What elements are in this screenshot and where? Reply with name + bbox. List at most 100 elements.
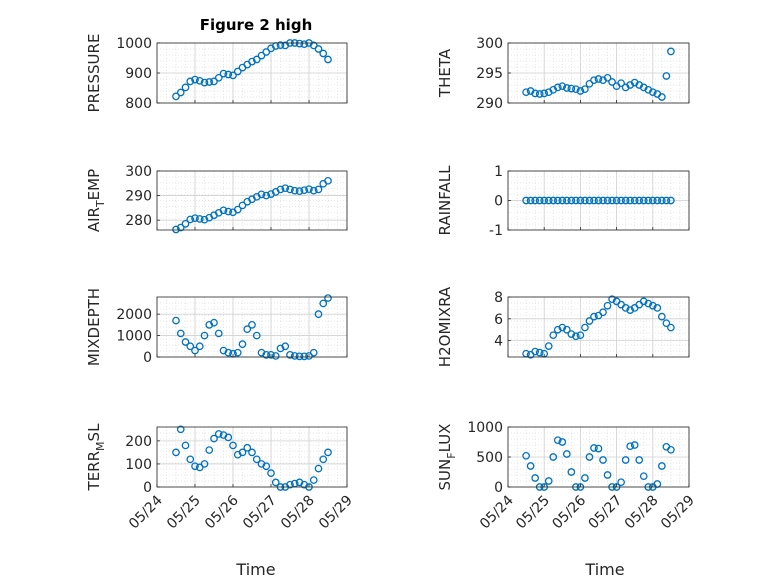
data-point <box>540 89 549 98</box>
data-point <box>314 310 323 318</box>
y-tick-label: -1 <box>489 223 503 239</box>
data-point <box>522 451 530 460</box>
y-tick-label: 300 <box>476 36 503 52</box>
data-point <box>662 319 671 328</box>
data-point <box>653 196 662 205</box>
data-point <box>662 72 671 80</box>
data-point <box>594 75 603 83</box>
data-point <box>576 87 585 95</box>
data-point <box>257 348 266 357</box>
data-point <box>248 321 256 329</box>
data-point <box>191 462 199 471</box>
data-point <box>594 444 603 453</box>
x-tick-label: 05/24 <box>477 492 517 532</box>
data-point <box>648 196 657 205</box>
subplot-air_temp: 280 290 300 AIRTEMP <box>85 164 348 234</box>
y-axis-label-part: AIR <box>85 207 103 232</box>
data-point <box>535 348 544 357</box>
y-axis-label: RAINFALL <box>436 165 454 236</box>
data-point <box>603 471 612 479</box>
data-point <box>608 78 616 86</box>
y-axis-label: MIXDEPTH <box>85 288 103 366</box>
data-point <box>238 448 247 457</box>
data-point <box>309 476 318 484</box>
data-point <box>621 196 630 205</box>
data-point <box>286 351 294 359</box>
data-point <box>621 456 630 464</box>
subplot-theta: 290 295 300 THETA <box>436 36 690 112</box>
data-point <box>271 478 280 487</box>
data-point <box>186 455 195 464</box>
data-point <box>526 196 535 205</box>
data-point <box>219 69 228 78</box>
data-point <box>262 351 271 359</box>
x-tick-label: 05/29 <box>658 493 698 533</box>
data-point <box>562 84 571 92</box>
data-point <box>562 196 571 205</box>
data-point <box>276 344 285 353</box>
data-point <box>657 312 666 321</box>
data-point <box>219 346 228 355</box>
data-point <box>535 90 544 98</box>
x-tick-label: 05/27 <box>586 493 626 533</box>
y-axis-label: THETA <box>436 48 454 98</box>
y-tick-label: 0 <box>143 350 152 366</box>
data-point <box>281 184 290 193</box>
y-tick-label: 0 <box>494 480 503 496</box>
data-point <box>300 352 309 361</box>
subplot-h2omixra: 4 6 8 H2OMIXRA <box>436 286 690 367</box>
data-point <box>243 325 252 333</box>
data-point <box>172 92 180 101</box>
axes-box <box>156 170 348 231</box>
data-point <box>657 196 666 205</box>
data-point <box>572 332 580 341</box>
data-point <box>319 49 328 58</box>
y-axis-label: TERRMSL <box>85 423 107 492</box>
data-point <box>549 196 558 205</box>
y-axis-label-part: EMP <box>85 169 103 200</box>
data-point <box>181 220 190 228</box>
data-point <box>286 185 294 194</box>
data-point <box>657 93 666 101</box>
x-axis-label-left: Time <box>235 560 275 579</box>
data-point <box>195 342 204 351</box>
data-point <box>549 453 558 461</box>
data-point <box>257 190 266 199</box>
data-point <box>667 323 675 332</box>
data-point <box>526 462 535 470</box>
data-point <box>172 316 180 325</box>
data-point <box>186 342 195 351</box>
x-tick-label: 05/25 <box>164 493 204 533</box>
data-point <box>617 478 625 487</box>
data-point <box>644 196 653 205</box>
data-point <box>621 304 630 312</box>
data-point <box>290 186 299 195</box>
data-point <box>191 346 199 355</box>
y-axis-label-part: TERR <box>85 451 103 492</box>
data-point <box>630 196 639 205</box>
data-point <box>176 425 185 434</box>
data-point <box>544 196 553 205</box>
y-tick-label: 8 <box>494 290 503 306</box>
data-point <box>314 185 323 194</box>
data-point <box>639 472 648 481</box>
data-point <box>639 297 648 306</box>
data-point <box>276 41 285 49</box>
y-axis-label-subscript: F <box>445 452 458 458</box>
data-point <box>635 196 644 205</box>
x-tick-label: 05/25 <box>513 493 553 533</box>
data-point <box>617 196 625 205</box>
y-tick-label: 290 <box>125 189 152 205</box>
y-tick-label: 200 <box>125 434 152 450</box>
data-point <box>531 89 540 98</box>
data-point <box>617 79 625 88</box>
data-point <box>667 196 675 205</box>
data-point <box>324 448 332 457</box>
data-point <box>252 455 261 464</box>
data-point <box>635 456 644 464</box>
data-point <box>657 462 666 470</box>
data-point <box>214 73 223 82</box>
